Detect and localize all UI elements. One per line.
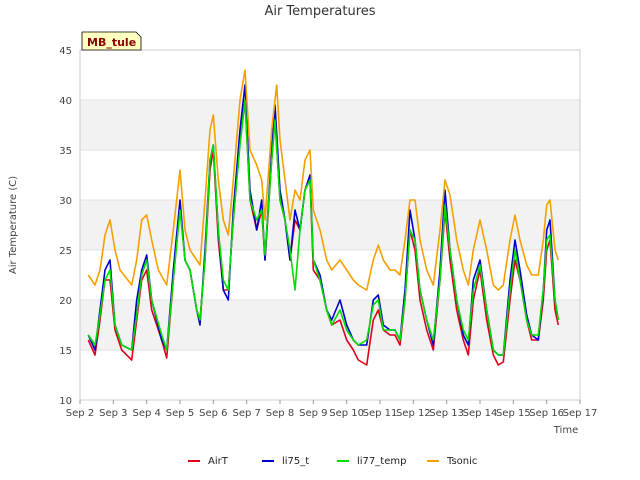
y-axis-label: Air Temperature (C) [8, 176, 19, 274]
x-tick-label: Sep 2 [66, 408, 94, 419]
y-tick-label: 45 [59, 46, 72, 57]
series-layer [87, 69, 560, 366]
y-tick-label: 40 [59, 96, 72, 107]
x-tick-label: Sep 7 [232, 408, 260, 419]
y-tick-label: 35 [59, 146, 72, 157]
legend: AirT li75_t li77_temp Tsonic [188, 456, 477, 467]
x-tick-label: Sep 12 [396, 408, 431, 419]
y-tick-label: 15 [59, 346, 72, 357]
chart-title: Air Temperatures [264, 4, 375, 19]
site-label-box: MB_tule [81, 31, 142, 51]
axis-ticks: 10 15 20 25 30 35 40 45 Sep 2 Sep 3 Sep 4 Sep 5 Sep … [59, 46, 597, 419]
x-tick-label: Sep 15 [496, 408, 531, 419]
grid-band [80, 100, 580, 150]
y-tick-label: 25 [59, 246, 72, 257]
legend-label: AirT [208, 456, 229, 467]
x-tick-label: Sep 4 [132, 408, 160, 419]
legend-label: Tsonic [446, 456, 477, 467]
site-label: MB_tule [87, 36, 136, 49]
series-line-li77-temp [87, 99, 560, 356]
x-tick-label: Sep 17 [563, 408, 598, 419]
legend-label: li77_temp [357, 456, 406, 467]
grid-bands [80, 100, 580, 350]
x-tick-label: Sep 14 [463, 408, 498, 419]
x-tick-label: Sep 3 [99, 408, 127, 419]
x-tick-label: Sep 16 [529, 408, 564, 419]
x-tick-label: Sep 13 [429, 408, 464, 419]
x-tick-label: Sep 8 [266, 408, 294, 419]
x-tick-label: Sep 10 [329, 408, 364, 419]
y-tick-label: 20 [59, 296, 72, 307]
legend-label: li75_t [282, 456, 309, 467]
x-tick-label: Sep 6 [199, 408, 227, 419]
x-tick-label: Sep 5 [166, 408, 194, 419]
x-tick-label: Sep 11 [363, 408, 398, 419]
x-axis-label: Time [553, 425, 578, 436]
plot-frame [79, 49, 581, 401]
y-tick-label: 30 [59, 196, 72, 207]
y-tick-label: 10 [59, 396, 72, 407]
x-tick-label: Sep 9 [299, 408, 327, 419]
grid-band [80, 200, 580, 250]
series-line-tsonic [87, 69, 560, 291]
